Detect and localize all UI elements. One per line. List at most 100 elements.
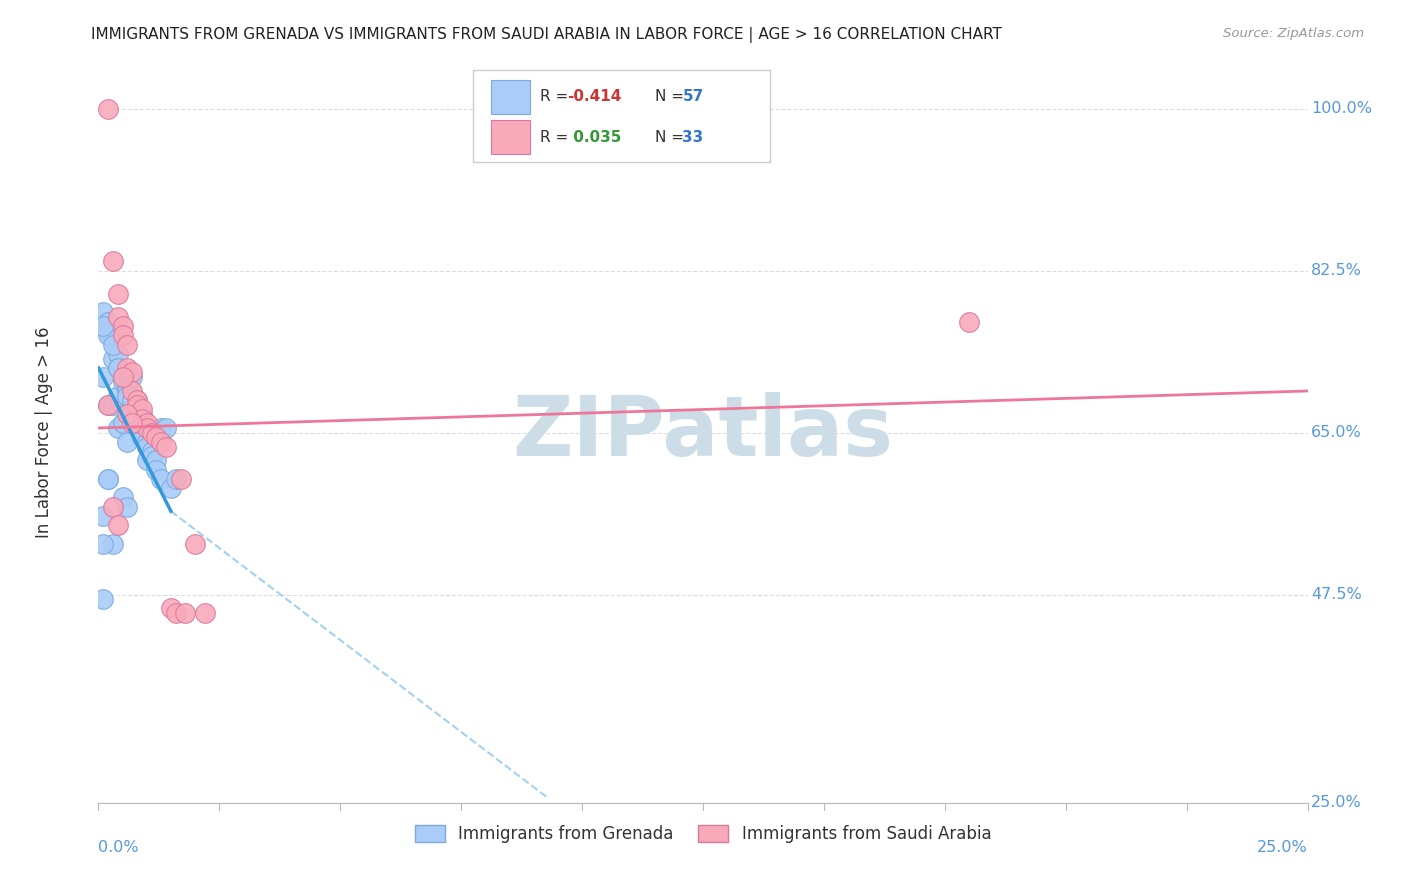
- Text: 0.0%: 0.0%: [98, 840, 139, 855]
- Point: [160, 481, 183, 495]
- Point: [107, 310, 129, 324]
- Point: [127, 398, 149, 412]
- Point: [101, 351, 124, 366]
- Point: [97, 398, 120, 412]
- Point: [131, 407, 153, 421]
- Point: [160, 601, 183, 615]
- Point: [127, 417, 149, 431]
- Point: [127, 393, 149, 408]
- Text: 100.0%: 100.0%: [1312, 101, 1372, 116]
- Point: [97, 472, 120, 486]
- Point: [91, 508, 114, 523]
- Point: [111, 370, 134, 384]
- Point: [117, 407, 139, 421]
- Point: [111, 417, 134, 431]
- Point: [957, 315, 980, 329]
- Point: [121, 398, 143, 412]
- Point: [111, 370, 134, 384]
- Point: [111, 319, 134, 334]
- Text: 33: 33: [682, 130, 703, 145]
- Point: [169, 472, 191, 486]
- Point: [91, 370, 114, 384]
- Point: [121, 402, 143, 417]
- Point: [141, 425, 163, 440]
- Point: [97, 102, 120, 116]
- Text: R =: R =: [540, 130, 572, 145]
- Point: [111, 375, 134, 389]
- Point: [97, 328, 120, 343]
- Point: [135, 417, 157, 431]
- Text: 65.0%: 65.0%: [1312, 425, 1362, 440]
- FancyBboxPatch shape: [474, 70, 769, 162]
- Point: [97, 472, 120, 486]
- Text: 0.035: 0.035: [568, 130, 621, 145]
- Text: Source: ZipAtlas.com: Source: ZipAtlas.com: [1223, 27, 1364, 40]
- Point: [135, 440, 157, 454]
- Point: [91, 536, 114, 550]
- Text: N =: N =: [655, 130, 689, 145]
- Point: [121, 393, 143, 408]
- Text: In Labor Force | Age > 16: In Labor Force | Age > 16: [35, 326, 53, 539]
- Point: [107, 421, 129, 435]
- Point: [184, 536, 207, 550]
- Point: [165, 472, 187, 486]
- Point: [150, 421, 173, 435]
- Point: [111, 417, 134, 431]
- Point: [101, 536, 124, 550]
- Point: [131, 430, 153, 444]
- Point: [97, 398, 120, 412]
- Text: 47.5%: 47.5%: [1312, 587, 1362, 602]
- Point: [117, 500, 139, 514]
- Text: -0.414: -0.414: [568, 89, 621, 104]
- Point: [150, 472, 173, 486]
- FancyBboxPatch shape: [492, 120, 530, 154]
- Point: [155, 440, 177, 454]
- Point: [107, 347, 129, 361]
- Point: [107, 286, 129, 301]
- Point: [97, 315, 120, 329]
- Point: [145, 430, 167, 444]
- Point: [127, 411, 149, 425]
- Point: [121, 393, 143, 408]
- Text: 82.5%: 82.5%: [1312, 263, 1362, 278]
- Point: [111, 366, 134, 380]
- Point: [145, 453, 167, 467]
- Point: [145, 462, 167, 476]
- Text: 25.0%: 25.0%: [1312, 796, 1362, 810]
- Point: [131, 421, 153, 435]
- Point: [127, 407, 149, 421]
- Point: [101, 398, 124, 412]
- Point: [155, 421, 177, 435]
- Legend: Immigrants from Grenada, Immigrants from Saudi Arabia: Immigrants from Grenada, Immigrants from…: [408, 819, 998, 850]
- Point: [101, 500, 124, 514]
- Point: [117, 379, 139, 393]
- Point: [107, 389, 129, 403]
- Point: [135, 453, 157, 467]
- Point: [141, 444, 163, 458]
- Text: N =: N =: [655, 89, 689, 104]
- Point: [117, 337, 139, 351]
- Point: [91, 305, 114, 319]
- Text: 57: 57: [682, 89, 703, 104]
- Point: [101, 254, 124, 268]
- Text: IMMIGRANTS FROM GRENADA VS IMMIGRANTS FROM SAUDI ARABIA IN LABOR FORCE | AGE > 1: IMMIGRANTS FROM GRENADA VS IMMIGRANTS FR…: [91, 27, 1002, 43]
- Point: [107, 360, 129, 375]
- Point: [117, 389, 139, 403]
- Point: [111, 328, 134, 343]
- Point: [107, 360, 129, 375]
- Text: 25.0%: 25.0%: [1257, 840, 1308, 855]
- Point: [194, 606, 217, 620]
- Point: [107, 518, 129, 533]
- Point: [135, 421, 157, 435]
- Point: [174, 606, 197, 620]
- Point: [127, 393, 149, 408]
- Point: [117, 360, 139, 375]
- Point: [117, 384, 139, 398]
- Point: [165, 606, 187, 620]
- Point: [121, 370, 143, 384]
- Point: [131, 411, 153, 425]
- Point: [117, 434, 139, 449]
- Point: [135, 434, 157, 449]
- Point: [121, 384, 143, 398]
- Point: [91, 592, 114, 607]
